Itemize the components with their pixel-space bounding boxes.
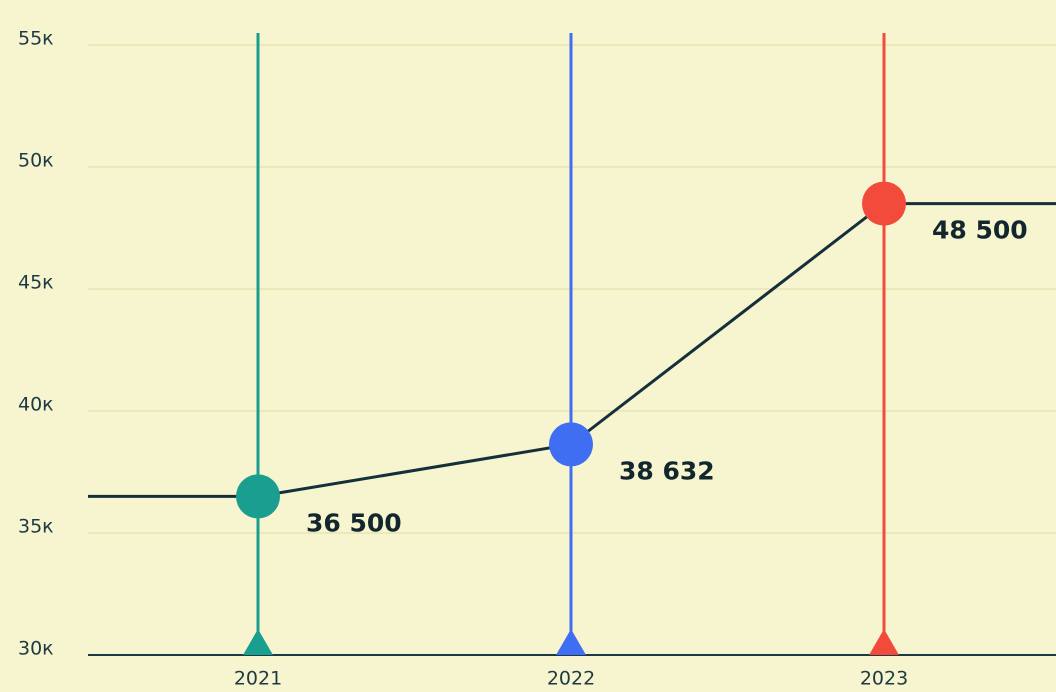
y-tick-label: 35к bbox=[18, 516, 54, 538]
x-tick-label: 2021 bbox=[234, 668, 282, 690]
y-tick-label: 45к bbox=[18, 272, 54, 294]
y-tick-label: 30к bbox=[18, 638, 54, 660]
data-label: 48 500 bbox=[932, 216, 1028, 245]
year-marker bbox=[869, 629, 899, 655]
point bbox=[862, 181, 906, 226]
data-label: 36 500 bbox=[306, 508, 402, 537]
y-tick-label: 40к bbox=[18, 394, 54, 416]
data-label: 38 632 bbox=[619, 456, 715, 485]
point bbox=[236, 474, 280, 519]
x-tick-label: 2022 bbox=[547, 668, 595, 690]
x-tick-label: 2023 bbox=[860, 668, 908, 690]
year-marker bbox=[243, 629, 273, 655]
y-tick-label: 55к bbox=[18, 28, 54, 50]
point bbox=[549, 422, 593, 467]
y-tick-label: 50к bbox=[18, 150, 54, 172]
year-marker bbox=[556, 629, 586, 655]
